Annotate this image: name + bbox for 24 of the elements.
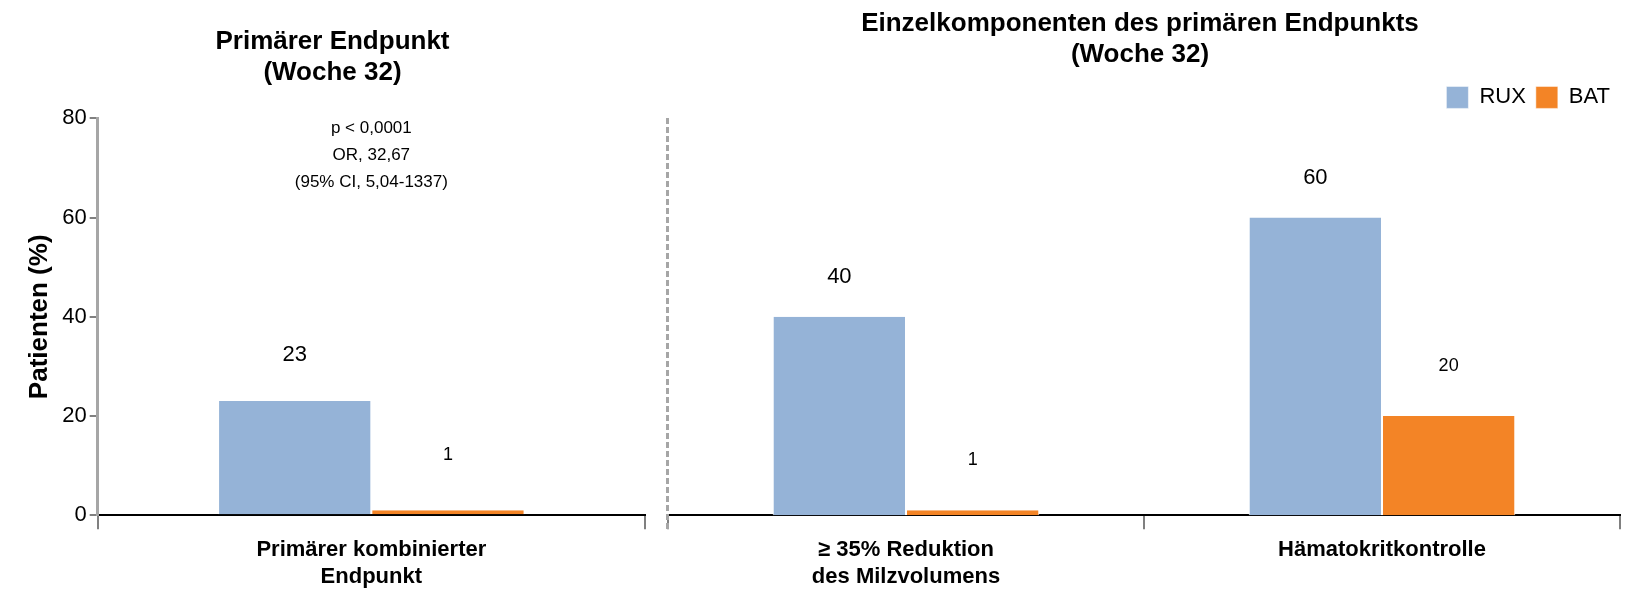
- y-tick-label: 40: [62, 302, 87, 328]
- text: Primärer Endpunkt: [215, 24, 450, 55]
- data-label: 1: [967, 449, 978, 470]
- text: (Woche 32): [1070, 37, 1210, 68]
- data-label: 60: [1303, 163, 1328, 189]
- x-tick-label: ≥ 35% Reduktion des Milzvolumens: [811, 536, 1001, 588]
- data-label: 1: [442, 444, 453, 465]
- x-tick-label: Primärer kombinierter Endpunkt: [256, 536, 487, 588]
- y-tick-label: 80: [62, 104, 87, 130]
- data-label: 20: [1438, 354, 1459, 375]
- y-tick-label: 60: [62, 203, 87, 229]
- y-tick-label: 20: [62, 402, 87, 428]
- annotation: p < 0,0001: [330, 118, 412, 138]
- y-tick-label: 0: [74, 501, 87, 527]
- legend-label: BAT: [1568, 83, 1610, 109]
- legend-label: RUX: [1479, 83, 1527, 109]
- data-label: 23: [282, 341, 307, 367]
- annotation: (95% CI, 5,04-1337): [294, 172, 448, 192]
- data-label: 40: [827, 262, 852, 288]
- text: (Woche 32): [263, 55, 402, 86]
- annotation: OR, 32,67: [332, 145, 411, 165]
- x-tick-label: Hämatokritkontrolle: [1278, 536, 1486, 562]
- text: Einzelkomponenten des primären Endpunkts: [861, 6, 1419, 37]
- y-axis-title: Patienten (%): [22, 234, 53, 400]
